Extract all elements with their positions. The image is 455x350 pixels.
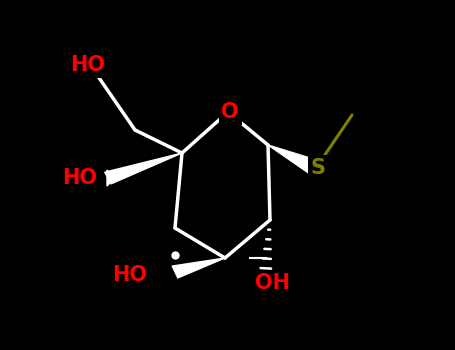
Polygon shape	[268, 145, 321, 175]
Text: HO: HO	[70, 55, 105, 75]
Text: S: S	[311, 158, 326, 178]
Polygon shape	[105, 153, 182, 184]
Polygon shape	[107, 170, 115, 186]
Text: O: O	[222, 102, 239, 122]
Text: HO: HO	[62, 168, 97, 188]
Text: OH: OH	[254, 273, 289, 293]
Polygon shape	[172, 258, 225, 278]
Text: HO: HO	[112, 265, 147, 285]
